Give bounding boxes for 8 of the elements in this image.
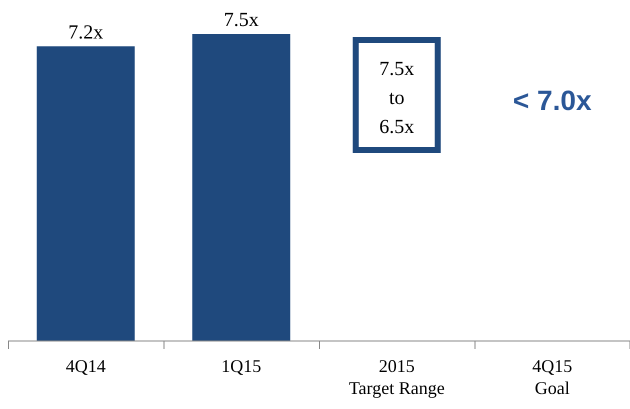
data-label: 7.2x bbox=[68, 21, 104, 44]
annotation: < 7.0x bbox=[512, 85, 592, 116]
x-tick-label: 2015 Target Range bbox=[348, 356, 445, 398]
annotation: 7.5x to 6.5x bbox=[379, 58, 414, 138]
data-label: 7.5x bbox=[224, 9, 259, 31]
x-tick-label: 1Q15 bbox=[221, 356, 262, 376]
x-tick-label: 4Q14 bbox=[66, 356, 106, 376]
x-tick-label: 4Q15 Goal bbox=[532, 356, 572, 398]
